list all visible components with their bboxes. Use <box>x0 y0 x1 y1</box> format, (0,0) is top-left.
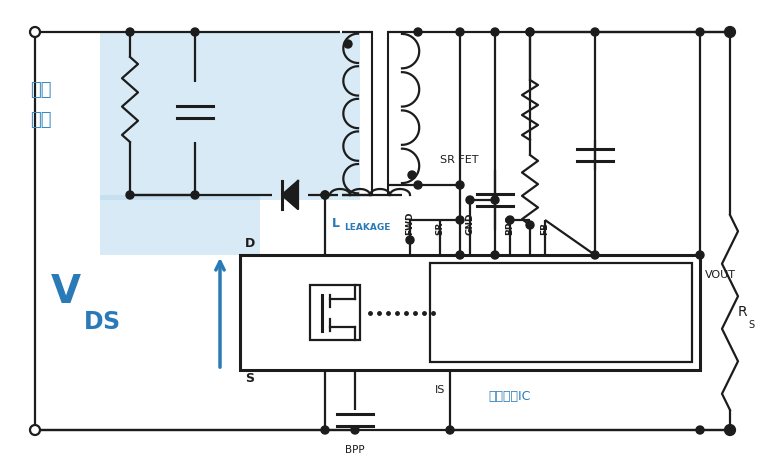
Circle shape <box>726 426 734 434</box>
Circle shape <box>446 426 454 434</box>
Circle shape <box>491 196 499 204</box>
Circle shape <box>726 28 734 36</box>
Circle shape <box>191 191 199 199</box>
Circle shape <box>526 28 534 36</box>
Circle shape <box>456 28 464 36</box>
Text: $\mathbf{DS}$: $\mathbf{DS}$ <box>83 310 120 334</box>
Text: GND: GND <box>465 213 474 235</box>
Text: SR FET: SR FET <box>440 155 478 165</box>
Circle shape <box>344 40 352 48</box>
Text: SR: SR <box>435 222 444 235</box>
Circle shape <box>696 251 704 259</box>
Circle shape <box>456 216 464 224</box>
Circle shape <box>126 28 134 36</box>
Text: $\mathbf{V}$: $\mathbf{V}$ <box>50 273 82 311</box>
Circle shape <box>456 251 464 259</box>
Text: VOUT: VOUT <box>705 270 736 280</box>
Circle shape <box>414 181 422 189</box>
Circle shape <box>408 171 416 179</box>
Circle shape <box>456 181 464 189</box>
Circle shape <box>126 191 134 199</box>
Text: S: S <box>748 320 754 330</box>
Circle shape <box>321 191 329 199</box>
Text: LEAKAGE: LEAKAGE <box>344 223 390 232</box>
Circle shape <box>466 196 474 204</box>
Text: R: R <box>738 305 747 319</box>
Circle shape <box>591 28 599 36</box>
Text: FWD: FWD <box>405 212 415 235</box>
Circle shape <box>30 425 40 435</box>
FancyBboxPatch shape <box>100 195 260 255</box>
Circle shape <box>191 28 199 36</box>
Text: 次级控制IC: 次级控制IC <box>489 390 531 403</box>
Circle shape <box>506 216 514 224</box>
Bar <box>310 285 360 340</box>
Polygon shape <box>282 181 298 209</box>
Circle shape <box>591 251 599 259</box>
Circle shape <box>526 221 534 229</box>
Bar <box>430 263 692 362</box>
Circle shape <box>30 27 40 37</box>
Circle shape <box>414 28 422 36</box>
Bar <box>240 255 700 370</box>
Circle shape <box>725 425 735 435</box>
Circle shape <box>351 426 359 434</box>
Text: IS: IS <box>435 385 445 395</box>
Text: BPS: BPS <box>506 215 515 235</box>
Text: S: S <box>245 372 254 385</box>
Circle shape <box>725 27 735 37</box>
Circle shape <box>491 28 499 36</box>
Text: L: L <box>332 217 340 230</box>
Circle shape <box>696 28 704 36</box>
Text: FB: FB <box>541 222 549 235</box>
FancyBboxPatch shape <box>100 32 360 200</box>
Circle shape <box>491 251 499 259</box>
Circle shape <box>526 28 534 36</box>
Text: 钓位: 钓位 <box>30 111 51 129</box>
Circle shape <box>321 191 329 199</box>
Text: 初级: 初级 <box>30 81 51 99</box>
Circle shape <box>406 236 414 244</box>
Circle shape <box>696 426 704 434</box>
Text: D: D <box>245 237 256 250</box>
Circle shape <box>321 426 329 434</box>
Text: BPP: BPP <box>345 445 365 455</box>
